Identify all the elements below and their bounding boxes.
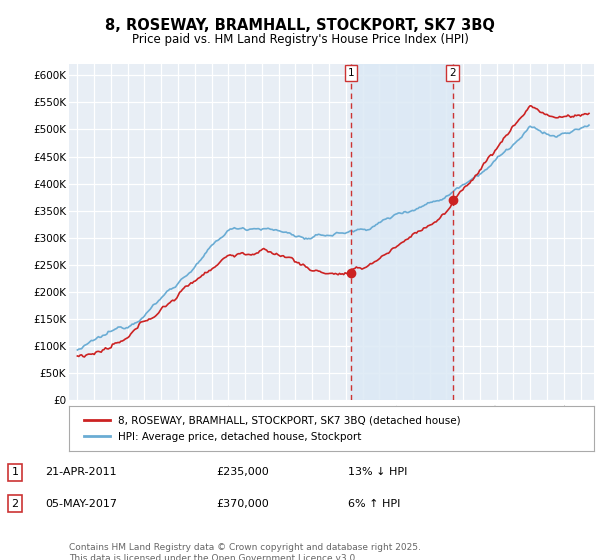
Text: 2: 2 (11, 499, 19, 508)
Text: 1: 1 (11, 468, 19, 478)
Text: 1: 1 (347, 68, 354, 78)
Text: 2: 2 (449, 68, 456, 78)
Text: Contains HM Land Registry data © Crown copyright and database right 2025.
This d: Contains HM Land Registry data © Crown c… (69, 543, 421, 560)
Text: 8, ROSEWAY, BRAMHALL, STOCKPORT, SK7 3BQ: 8, ROSEWAY, BRAMHALL, STOCKPORT, SK7 3BQ (105, 18, 495, 32)
Bar (351, 64, 452, 400)
Text: 21-APR-2011: 21-APR-2011 (45, 468, 116, 478)
Text: £370,000: £370,000 (216, 499, 269, 508)
Text: 13% ↓ HPI: 13% ↓ HPI (348, 468, 407, 478)
Text: Price paid vs. HM Land Registry's House Price Index (HPI): Price paid vs. HM Land Registry's House … (131, 32, 469, 46)
Text: 6% ↑ HPI: 6% ↑ HPI (348, 499, 400, 508)
Legend: 8, ROSEWAY, BRAMHALL, STOCKPORT, SK7 3BQ (detached house), HPI: Average price, d: 8, ROSEWAY, BRAMHALL, STOCKPORT, SK7 3BQ… (79, 411, 465, 446)
Text: 05-MAY-2017: 05-MAY-2017 (45, 499, 117, 508)
Text: £235,000: £235,000 (216, 468, 269, 478)
